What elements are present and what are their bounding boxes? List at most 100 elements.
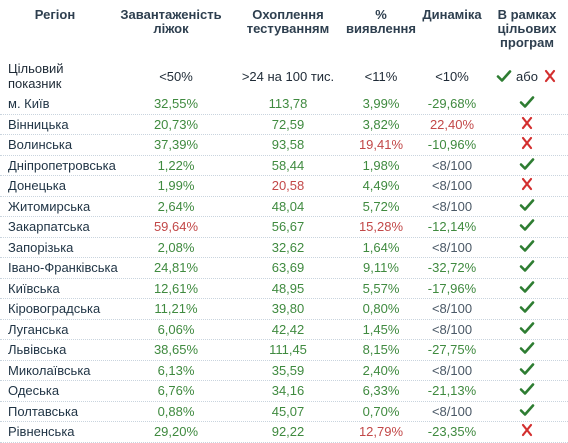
check-icon <box>519 383 535 396</box>
cell-bed-load: 6,76% <box>157 383 195 399</box>
cell-testing: 45,07 <box>271 403 305 419</box>
cell-bed-load: 2,08% <box>157 239 195 255</box>
region-name: Закарпатська <box>8 219 90 235</box>
cell-testing: 39,80 <box>271 301 305 317</box>
program-status <box>486 176 568 195</box>
cell-detection: 3,82% <box>362 116 400 132</box>
target-row: Цільовий показник <50% >24 на 100 тис. <… <box>0 61 568 91</box>
cell-dynamics: <8/100 <box>431 198 473 214</box>
cell-testing: 20,58 <box>271 178 305 194</box>
program-status <box>486 197 568 216</box>
cell-dynamics: <8/100 <box>431 178 473 194</box>
cell-detection: 4,49% <box>362 178 400 194</box>
cell-detection: 1,64% <box>362 239 400 255</box>
header-detection: % виявлення <box>346 7 416 36</box>
program-status <box>486 258 568 277</box>
header-dynamics: Динаміка <box>422 7 482 22</box>
cross-icon <box>521 424 533 437</box>
table-row: Івано-Франківська 24,81% 63,69 9,11% -32,72% <box>0 258 568 279</box>
region-name: Миколаївська <box>8 362 91 378</box>
table-row: Рівненська 29,20% 92,22 12,79% -23,35% <box>0 422 568 443</box>
target-detection: <11% <box>364 68 398 84</box>
region-name: Івано-Франківська <box>8 260 118 276</box>
cell-detection: 9,11% <box>363 260 399 276</box>
region-name: Вінницька <box>8 116 69 132</box>
program-status <box>486 115 568 134</box>
cell-testing: 48,95 <box>271 280 305 296</box>
target-programs: або <box>486 68 568 84</box>
program-status <box>486 422 568 441</box>
cell-testing: 42,42 <box>271 321 305 337</box>
check-icon <box>519 260 535 273</box>
cell-bed-load: 12,61% <box>153 280 199 296</box>
cell-dynamics: -12,14% <box>427 219 477 235</box>
check-icon <box>519 321 535 334</box>
cell-testing: 32,62 <box>271 239 305 255</box>
region-name: Київська <box>8 280 60 296</box>
cell-dynamics: -23,35% <box>427 424 477 440</box>
cell-testing: 113,78 <box>268 96 308 112</box>
table-row: Миколаївська 6,13% 35,59 2,40% <8/100 <box>0 361 568 381</box>
region-name: Полтавська <box>8 403 79 419</box>
cell-dynamics: <8/100 <box>431 403 473 419</box>
check-icon <box>519 342 535 355</box>
cell-detection: 0,70% <box>362 403 400 419</box>
cell-bed-load: 29,20% <box>153 424 199 440</box>
check-icon <box>519 96 535 109</box>
cell-detection: 3,99% <box>362 96 400 112</box>
cell-detection: 8,15% <box>362 342 400 358</box>
table-row: Закарпатська 59,64% 56,67 15,28% -12,14% <box>0 217 568 238</box>
cell-dynamics: <8/100 <box>431 321 473 337</box>
region-name: Донецька <box>8 178 67 194</box>
program-status <box>486 156 568 175</box>
target-bed-load: <50% <box>159 68 193 84</box>
region-name: м. Київ <box>8 96 50 112</box>
cell-dynamics: -29,68% <box>427 96 477 112</box>
cell-dynamics: <8/100 <box>431 239 473 255</box>
cell-testing: 48,04 <box>271 198 305 214</box>
cell-bed-load: 11,21% <box>154 301 198 317</box>
table-row: Вінницька 20,73% 72,59 3,82% 22,40% <box>0 115 568 135</box>
cell-dynamics: <8/100 <box>431 301 473 317</box>
table-row: Одеська 6,76% 34,16 6,33% -21,13% <box>0 381 568 402</box>
check-icon <box>519 301 535 314</box>
target-dynamics: <10% <box>435 68 469 84</box>
cell-testing: 56,67 <box>271 219 305 235</box>
cell-testing: 35,59 <box>271 362 305 378</box>
cross-icon <box>521 137 533 150</box>
table-row: Волинська 37,39% 93,58 19,41% -10,96% <box>0 135 568 156</box>
header-region: Регіон <box>34 7 76 22</box>
cell-detection: 19,41% <box>358 137 404 153</box>
cell-detection: 6,33% <box>362 383 400 399</box>
cell-detection: 15,28% <box>358 219 404 235</box>
cell-dynamics: -17,96% <box>427 280 477 296</box>
cell-dynamics: -32,72% <box>427 260 477 276</box>
cross-icon <box>521 178 533 191</box>
table-header: Регіон Завантаженість ліжок Охоплення те… <box>0 0 568 58</box>
program-status <box>486 94 568 113</box>
cell-detection: 2,40% <box>362 362 400 378</box>
cell-bed-load: 32,55% <box>153 96 199 112</box>
cell-dynamics: <8/100 <box>431 157 473 173</box>
cell-testing: 111,45 <box>269 342 307 358</box>
program-status <box>486 340 568 359</box>
cell-dynamics: -21,13% <box>427 383 477 399</box>
program-status <box>486 217 568 236</box>
program-status <box>486 320 568 339</box>
cell-bed-load: 0,88% <box>157 403 195 419</box>
program-status <box>486 381 568 400</box>
cell-testing: 93,58 <box>271 137 305 153</box>
cell-testing: 63,69 <box>271 260 305 276</box>
region-name: Дніпропетровська <box>8 157 116 173</box>
table-row: Київська 12,61% 48,95 5,57% -17,96% <box>0 279 568 299</box>
region-name: Запорізька <box>8 239 74 255</box>
cell-bed-load: 37,39% <box>153 137 199 153</box>
region-name: Львівська <box>8 342 67 358</box>
table-row: Донецька 1,99% 20,58 4,49% <8/100 <box>0 176 568 197</box>
check-icon <box>519 198 535 211</box>
program-status <box>486 299 568 318</box>
region-name: Кіровоградська <box>8 301 101 317</box>
cross-icon <box>544 69 556 83</box>
program-status <box>486 279 568 298</box>
cell-testing: 58,44 <box>271 157 305 173</box>
